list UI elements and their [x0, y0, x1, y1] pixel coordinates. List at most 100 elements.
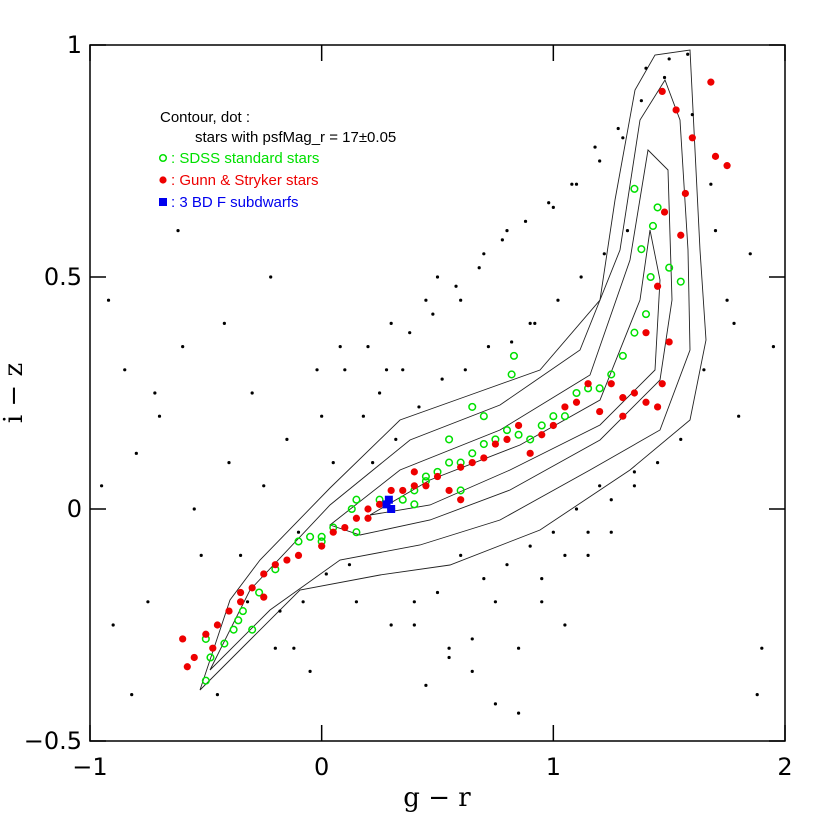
point [586, 553, 590, 558]
point [509, 351, 519, 360]
y-tick-label: −0.5 [24, 727, 82, 755]
y-tick-label: 0 [67, 495, 82, 523]
point [236, 588, 245, 597]
point [225, 607, 233, 615]
point [630, 184, 639, 193]
point [711, 152, 720, 160]
point [234, 616, 243, 625]
point [445, 458, 454, 467]
point [771, 345, 776, 349]
point [505, 563, 509, 567]
point [493, 600, 498, 604]
point [609, 530, 613, 534]
point [707, 78, 715, 86]
point [229, 625, 238, 634]
point [384, 495, 393, 504]
point [514, 430, 523, 439]
point [637, 245, 646, 254]
point [354, 600, 359, 604]
point [619, 394, 627, 402]
point [646, 272, 655, 282]
point [679, 437, 683, 441]
x-tick-label: 0 [314, 753, 329, 781]
point [375, 500, 384, 508]
point [308, 669, 312, 674]
point [607, 370, 616, 379]
point [579, 275, 583, 279]
point [477, 266, 481, 270]
point [352, 495, 361, 504]
point [514, 421, 523, 430]
point [528, 544, 532, 548]
point [686, 52, 690, 56]
point [192, 507, 196, 511]
point [384, 368, 389, 372]
point [505, 229, 509, 233]
point [526, 449, 534, 457]
point [445, 435, 454, 444]
point [262, 484, 266, 488]
point [422, 482, 430, 490]
point [318, 542, 326, 550]
point [526, 435, 535, 444]
point [479, 412, 488, 421]
point [371, 461, 375, 465]
point [260, 570, 268, 578]
point [222, 321, 226, 325]
point [389, 321, 393, 325]
legend-marker [159, 176, 167, 184]
point [688, 134, 696, 142]
point [364, 505, 372, 513]
point [616, 126, 620, 131]
point [412, 600, 416, 604]
x-tick-label: 2 [777, 753, 792, 781]
legend-label: : SDSS standard stars [171, 150, 319, 167]
point [642, 398, 650, 406]
point [549, 421, 557, 430]
point [454, 284, 458, 288]
point [574, 507, 579, 511]
point [410, 482, 418, 490]
point [503, 435, 511, 443]
point [199, 553, 203, 558]
point [410, 468, 418, 476]
point [134, 451, 138, 455]
point [533, 321, 537, 325]
point [653, 282, 662, 290]
y-tick-label: 0.5 [44, 263, 82, 291]
legend-label: : Gunn & Stryker stars [171, 172, 319, 189]
point [713, 229, 718, 233]
point [283, 556, 291, 564]
point [644, 66, 648, 70]
point [366, 345, 370, 349]
point [306, 532, 315, 541]
point [213, 621, 222, 629]
point [294, 537, 303, 546]
point [642, 329, 650, 337]
point [106, 298, 111, 302]
point [296, 530, 301, 534]
point [602, 252, 606, 256]
point [255, 588, 264, 597]
point [424, 683, 428, 687]
point [655, 461, 660, 465]
point [347, 563, 352, 567]
point [220, 639, 229, 648]
point [595, 384, 604, 393]
point [632, 470, 637, 474]
point [130, 693, 134, 697]
point [271, 561, 279, 569]
point [748, 252, 752, 256]
point [301, 600, 305, 604]
point [361, 414, 365, 418]
point [702, 368, 706, 372]
point [737, 414, 741, 418]
point [440, 377, 444, 381]
point [238, 607, 247, 616]
legend-marker [159, 198, 167, 206]
point [725, 298, 729, 302]
series [382, 495, 396, 513]
point [320, 414, 324, 418]
point [209, 644, 217, 652]
point [658, 87, 666, 95]
